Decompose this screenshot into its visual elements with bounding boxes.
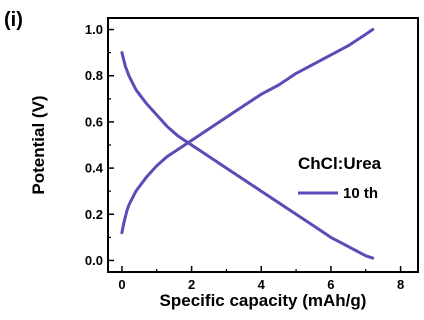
x-tick-label: 2	[188, 277, 195, 292]
y-axis-title: Potential (V)	[29, 95, 48, 194]
y-tick-label: 0.8	[85, 68, 103, 83]
plot-frame	[107, 17, 419, 273]
series-layer	[120, 28, 375, 260]
series-line-discharge	[120, 51, 375, 260]
x-tick-label: 8	[397, 277, 404, 292]
y-tick-label: 0.6	[85, 114, 103, 129]
legend-label-10th: 10 th	[343, 185, 378, 202]
y-tick-label: 0.2	[85, 207, 103, 222]
y-tick-label: 0.4	[85, 161, 104, 176]
y-tick-label: 0.0	[85, 253, 103, 268]
plot-area	[107, 17, 419, 273]
series-line-charge	[120, 28, 375, 235]
x-axis-ticks: 0 2 4 6 8	[118, 266, 404, 292]
panel-label: (i)	[4, 9, 23, 31]
x-tick-label: 0	[118, 277, 125, 292]
y-tick-label: 1.0	[85, 22, 103, 37]
y-axis-ticks: 0.0 0.2 0.4 0.6 0.8 1.0	[85, 22, 114, 268]
x-tick-label: 6	[327, 277, 334, 292]
legend-title: ChCl:Urea	[298, 154, 382, 173]
x-tick-label: 4	[258, 277, 266, 292]
x-axis-title: Specific capacity (mAh/g)	[160, 291, 367, 310]
legend: ChCl:Urea 10 th	[298, 154, 382, 202]
